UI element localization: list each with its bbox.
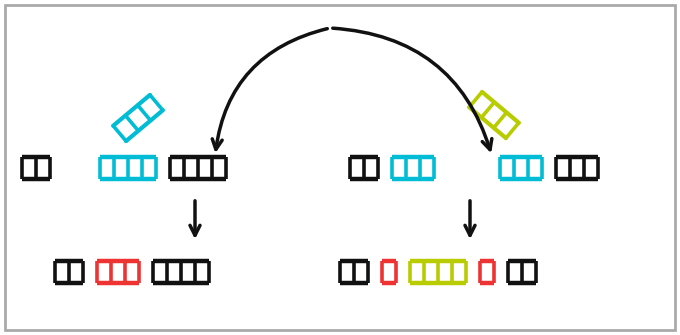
FancyBboxPatch shape	[5, 5, 675, 330]
